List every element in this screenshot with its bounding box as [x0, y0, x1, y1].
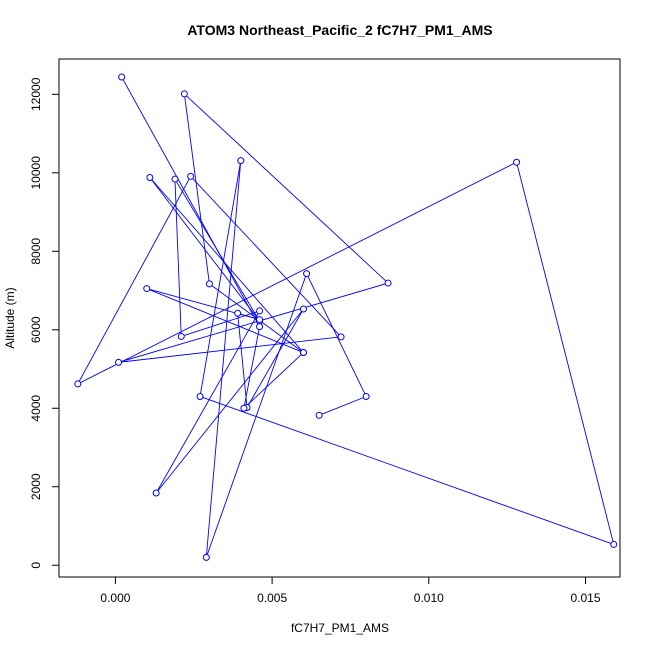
series-segment: [318, 396, 367, 416]
series-segment: [237, 313, 248, 408]
y-tick-label: 4000: [29, 395, 43, 422]
data-point: [234, 309, 242, 317]
series-segment: [516, 162, 615, 545]
series-segment: [146, 288, 304, 353]
series-segment: [183, 93, 210, 284]
y-tick-label: 12000: [29, 77, 43, 111]
series-segment: [199, 396, 614, 545]
data-point: [513, 158, 521, 166]
series-segment: [149, 177, 260, 322]
data-point: [196, 392, 204, 400]
data-point: [152, 489, 160, 497]
data-point: [202, 553, 210, 561]
series-segment: [243, 352, 304, 409]
x-tick-label: 0.010: [414, 591, 444, 605]
series-segment: [205, 273, 308, 558]
series-group: [74, 73, 618, 561]
series-segment: [121, 76, 260, 327]
series-segment: [306, 273, 367, 397]
data-point: [299, 349, 307, 357]
data-point: [256, 323, 264, 331]
series-segment: [181, 310, 260, 337]
data-point: [337, 333, 345, 341]
data-point: [171, 175, 179, 183]
data-point: [303, 270, 311, 278]
x-axis-label: fC7H7_PM1_AMS: [291, 621, 389, 635]
x-tick-label: 0.000: [100, 591, 130, 605]
series-segment: [246, 308, 304, 408]
series-segment: [118, 336, 342, 363]
x-tick-label: 0.005: [257, 591, 287, 605]
series-segment: [155, 310, 260, 494]
data-point: [146, 174, 154, 182]
x-tick-label: 0.015: [571, 591, 601, 605]
series-segment: [190, 176, 342, 338]
chart-title: ATOM3 Northeast_Pacific_2 fC7H7_PM1_AMS: [187, 22, 492, 38]
data-point: [256, 307, 264, 315]
data-point: [205, 280, 213, 288]
series-segment: [199, 160, 242, 397]
data-point: [240, 404, 248, 412]
data-point: [177, 332, 185, 340]
data-point: [143, 285, 151, 293]
data-point: [384, 279, 392, 287]
data-point: [74, 380, 82, 388]
data-point: [115, 358, 123, 366]
axis-ticks: 0.000 0.005 0.010 0.015 0 2000 4000 6000 8000 100…: [29, 77, 601, 605]
y-tick-label: 10000: [29, 156, 43, 190]
series-segment: [77, 176, 192, 385]
y-tick-label: 2000: [29, 473, 43, 500]
data-point: [118, 73, 126, 81]
data-point: [187, 172, 195, 180]
data-point: [256, 316, 264, 324]
y-tick-label: 0: [29, 562, 43, 569]
series-segment: [205, 160, 242, 558]
data-point: [610, 540, 618, 548]
series-segment: [155, 308, 304, 494]
data-point: [237, 157, 245, 165]
data-point: [315, 411, 323, 419]
series-segment: [243, 326, 261, 409]
series-segment: [184, 93, 389, 284]
data-point: [180, 90, 188, 98]
y-tick-label: 8000: [29, 238, 43, 265]
data-point: [362, 392, 370, 400]
series-segment: [77, 161, 517, 385]
series-segment: [174, 179, 182, 337]
y-tick-label: 6000: [29, 316, 43, 343]
data-point: [299, 305, 307, 313]
y-axis-label: Altitude (m): [3, 287, 17, 348]
